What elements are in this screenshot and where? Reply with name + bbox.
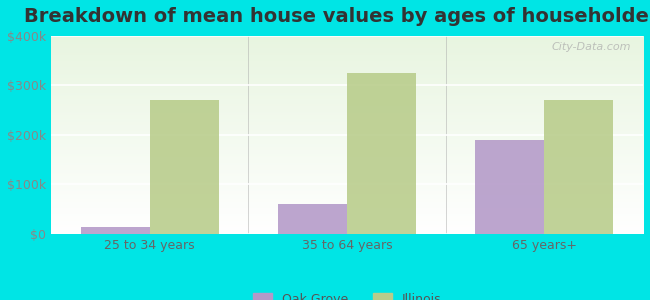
Bar	[544, 100, 614, 234]
Bar	[475, 140, 544, 234]
Text: City-Data.com: City-Data.com	[552, 42, 631, 52]
Legend: Oak Grove, Illinois: Oak Grove, Illinois	[248, 288, 446, 300]
Bar	[150, 100, 218, 234]
Bar	[81, 226, 150, 234]
Title: Breakdown of mean house values by ages of householders: Breakdown of mean house values by ages o…	[24, 7, 650, 26]
Bar	[347, 73, 416, 234]
Bar	[278, 204, 347, 234]
